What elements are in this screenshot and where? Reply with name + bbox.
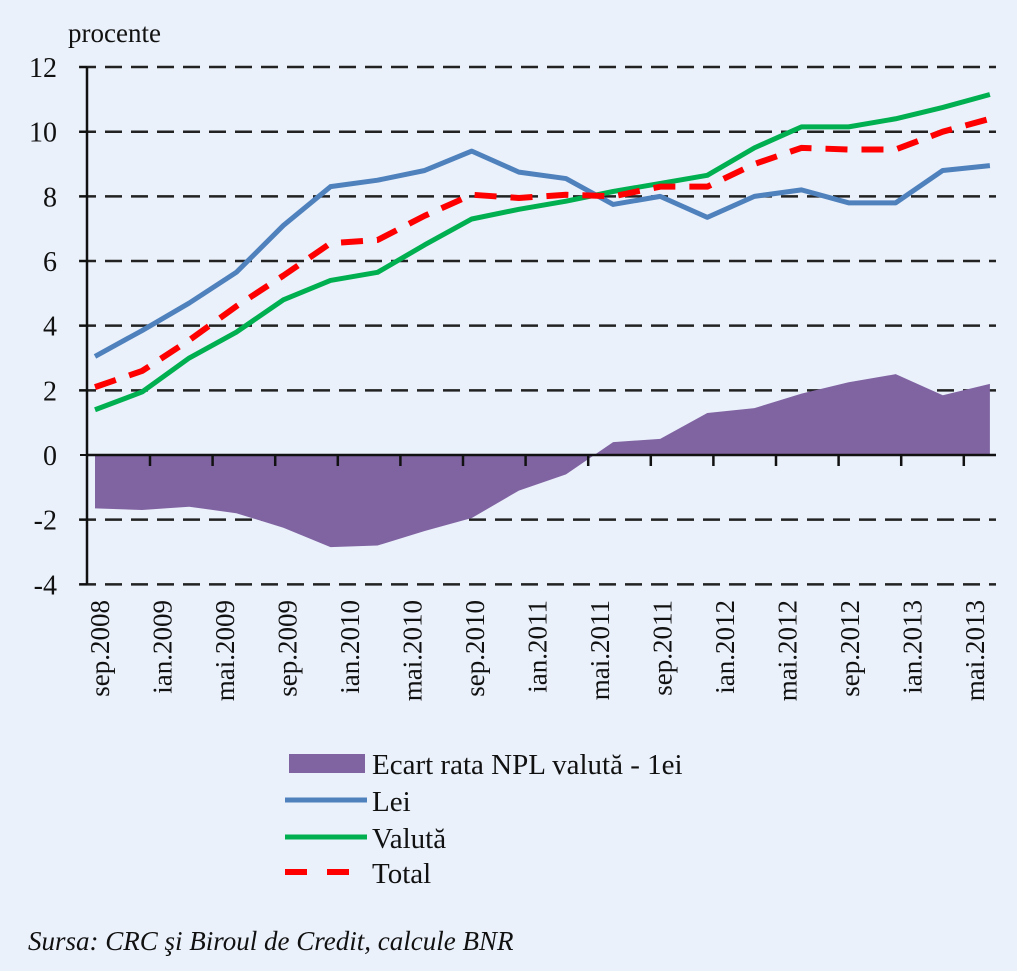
y-tick-label: 4 bbox=[43, 312, 57, 343]
y-tick-label: -2 bbox=[34, 506, 57, 537]
x-tick-label: mai.2010 bbox=[398, 600, 428, 701]
legend: Ecart rata NPL valută - 1ei Lei ValutăTota… bbox=[285, 749, 683, 890]
x-tick-label: sep.2009 bbox=[273, 600, 303, 697]
x-tick-label: ian.2009 bbox=[148, 600, 178, 694]
series-line-lei bbox=[93, 148, 991, 359]
x-tick-label: sep.2011 bbox=[648, 600, 678, 696]
y-tick-label: 12 bbox=[29, 53, 57, 84]
x-tick-label: mai.2012 bbox=[773, 600, 803, 701]
x-tick-label: sep.2008 bbox=[85, 600, 115, 697]
legend-label: Valută bbox=[372, 823, 446, 855]
y-tick-label: 2 bbox=[43, 376, 57, 407]
x-tick-label: mai.2009 bbox=[210, 600, 240, 701]
series-line-valut bbox=[94, 92, 991, 413]
x-tick-label: sep.2012 bbox=[835, 600, 865, 697]
x-tick-label: mai.2013 bbox=[960, 600, 990, 701]
axes: 12 10 8 6 4 2 0 -2 -4 sep.2008 ian.2009 mai.2009 sep… bbox=[29, 53, 996, 701]
x-tick-label: ian.2013 bbox=[898, 600, 928, 694]
y-tick-label: 10 bbox=[29, 118, 57, 149]
series-lines bbox=[93, 92, 991, 413]
legend-label: Total bbox=[372, 858, 431, 890]
source-note: Sursa: CRC şi Biroul de Credit, calcule … bbox=[28, 926, 514, 956]
y-tick-label: -4 bbox=[34, 570, 57, 601]
x-tick-label: mai.2011 bbox=[585, 600, 615, 700]
y-tick-label: 6 bbox=[43, 247, 57, 278]
y-axis-label: procente bbox=[68, 18, 161, 48]
x-tick-label: sep.2010 bbox=[460, 600, 490, 697]
x-tick-label: ian.2010 bbox=[335, 600, 365, 694]
x-tick-label: ian.2012 bbox=[710, 600, 740, 694]
y-tick-label: 0 bbox=[43, 441, 57, 472]
ecart-area bbox=[95, 374, 990, 548]
y-tick-label: 8 bbox=[43, 182, 57, 213]
legend-swatch-area bbox=[289, 754, 365, 773]
legend-label: Ecart rata NPL valută - 1ei bbox=[372, 749, 683, 781]
series-line-total bbox=[94, 115, 991, 390]
ecart-area-layer bbox=[95, 374, 990, 548]
legend-label: Lei bbox=[372, 786, 411, 818]
x-tick-label: ian.2011 bbox=[523, 600, 553, 693]
